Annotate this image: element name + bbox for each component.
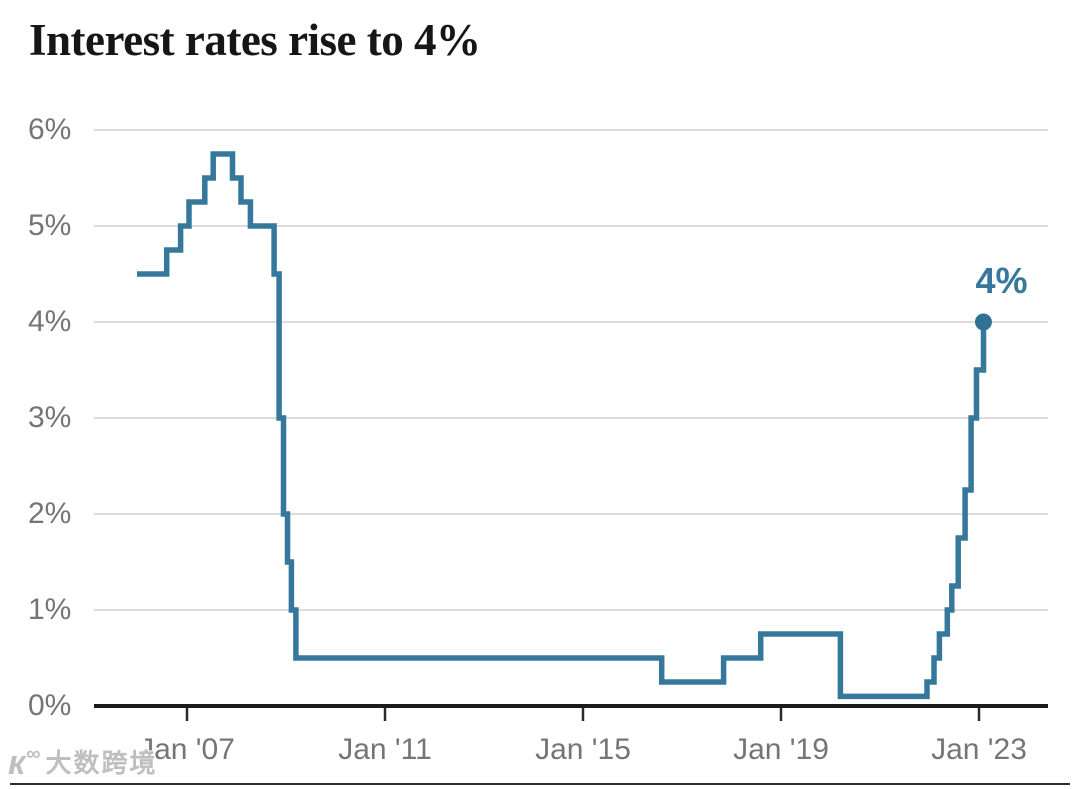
bottom-divider bbox=[10, 783, 1070, 785]
watermark: к ∞ 大数跨境 bbox=[8, 743, 158, 782]
x-tick-label: Jan '23 bbox=[931, 733, 1027, 766]
watermark-text: 大数跨境 bbox=[45, 748, 158, 778]
series-end-dot bbox=[974, 313, 992, 331]
y-tick-label: 4% bbox=[28, 305, 72, 338]
x-tick-label: Jan '19 bbox=[733, 733, 829, 766]
rate-series-line bbox=[137, 151, 987, 700]
y-tick-label: 6% bbox=[28, 113, 72, 146]
y-tick-label: 5% bbox=[28, 209, 72, 242]
y-tick-label: 3% bbox=[28, 401, 72, 434]
brand-logo-icon: к bbox=[8, 744, 26, 782]
y-tick-label: 1% bbox=[28, 593, 72, 626]
x-tick-label: Jan '07 bbox=[139, 733, 235, 766]
y-tick-label: 0% bbox=[28, 689, 72, 722]
brand-logo-infinity-icon: ∞ bbox=[26, 743, 41, 765]
x-tick-label: Jan '15 bbox=[535, 733, 631, 766]
chart-title: Interest rates rise to 4% bbox=[29, 15, 481, 65]
y-tick-label: 2% bbox=[28, 497, 72, 530]
end-value-label: 4% bbox=[975, 260, 1028, 301]
x-tick-label: Jan '11 bbox=[338, 733, 432, 766]
